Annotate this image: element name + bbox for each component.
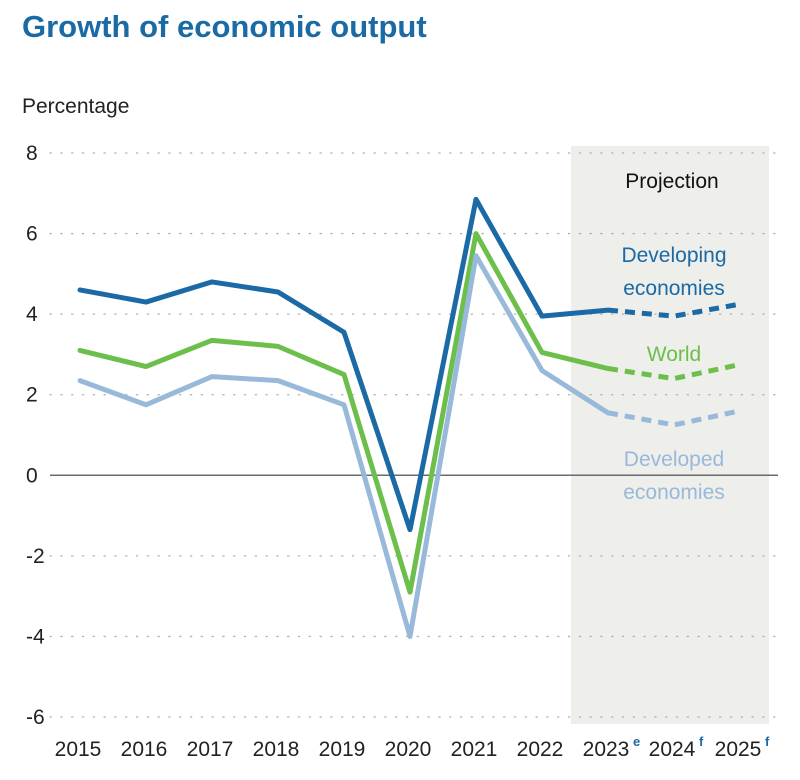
x-tick-label: 2015 [55, 738, 102, 761]
chart-title: Growth of economic output [22, 9, 427, 44]
projection-label: Projection [625, 170, 718, 193]
x-tick-label: 2022 [517, 738, 564, 761]
y-tick-label: 2 [26, 384, 38, 407]
y-axis-label: Percentage [22, 95, 129, 118]
series-label: economies [623, 277, 725, 300]
x-tick-superscript: f [699, 734, 704, 749]
y-tick-label: -6 [26, 706, 45, 729]
x-tick-label: 2017 [187, 738, 234, 761]
series-label: World [647, 343, 701, 366]
x-tick-superscript: f [765, 734, 770, 749]
x-tick-label: 2018 [253, 738, 300, 761]
y-tick-label: 0 [26, 464, 38, 487]
series-line-projection [607, 408, 741, 428]
series-line-projection [607, 301, 741, 319]
x-tick-label: 2024 [649, 738, 696, 761]
y-tick-label: 8 [26, 142, 38, 165]
x-tick-label: 2025 [715, 738, 762, 761]
projection-band [571, 146, 769, 724]
series-label: Developing [621, 244, 726, 267]
series-label: Developed [624, 448, 724, 471]
series-line-actual [77, 231, 611, 595]
series-line-actual [77, 253, 611, 639]
y-tick-label: -4 [26, 625, 45, 648]
series-label: economies [623, 481, 725, 504]
series-line-projection [607, 362, 741, 382]
x-tick-label: 2021 [451, 738, 498, 761]
series-line-actual [77, 196, 611, 533]
y-tick-label: 4 [26, 303, 38, 326]
x-tick-label: 2019 [319, 738, 366, 761]
x-tick-superscript: e [633, 734, 640, 749]
x-tick-label: 2023 [583, 738, 630, 761]
x-tick-label: 2016 [121, 738, 168, 761]
y-tick-label: 6 [26, 223, 38, 246]
plot-area: Projection 8 6 4 2 0 -2 -4 -6 2015 2016 2017 2018 201… [26, 142, 779, 761]
x-tick-label: 2020 [385, 738, 432, 761]
y-tick-label: -2 [26, 545, 45, 568]
